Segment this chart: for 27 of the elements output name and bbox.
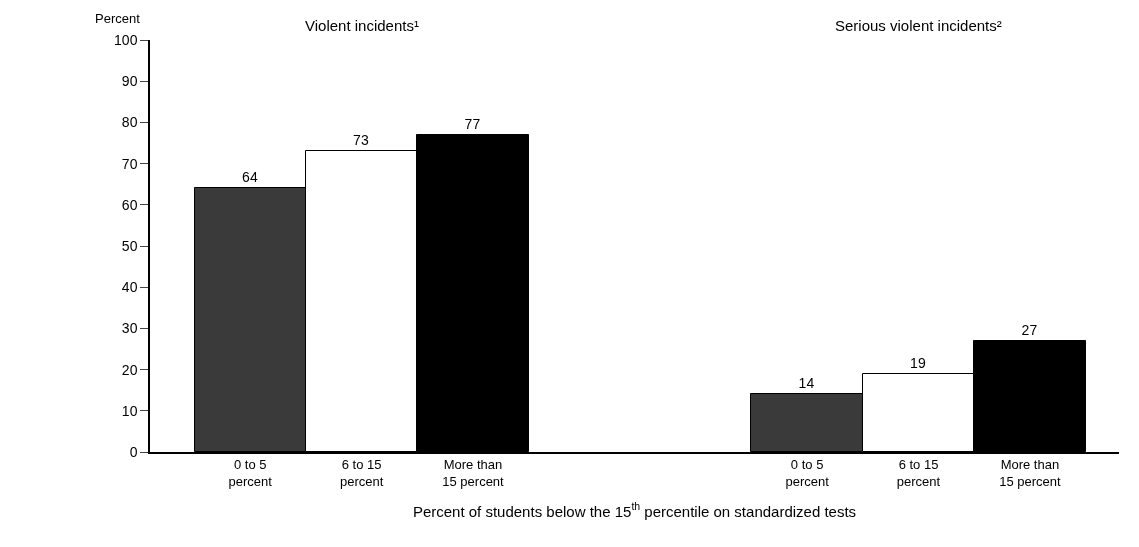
- data-label: 77: [464, 115, 481, 132]
- y-tick-label: 70: [121, 155, 138, 172]
- y-tick-label: 50: [121, 237, 138, 254]
- x-tick-label: 0 to 5 percent: [785, 457, 830, 490]
- x-tick-label: 0 to 5 percent: [228, 457, 273, 490]
- y-tick-label: 90: [121, 73, 138, 90]
- text: Serious violent incidents²: [835, 17, 1002, 34]
- y-tick-label: 60: [121, 196, 138, 213]
- y-tick-label: 30: [121, 320, 138, 337]
- x-axis-title: Percent of students below the 15$^{th}$ percentile on standardized tests: [412, 500, 857, 520]
- y-tick-label: 40: [121, 279, 138, 296]
- x-tick-label: More than 15 percent: [999, 457, 1061, 490]
- y-tick-label: 0: [129, 443, 138, 460]
- x-tick-label: More than 15 percent: [442, 457, 505, 490]
- data-label: 14: [798, 374, 815, 391]
- y-tick-label: 80: [121, 114, 138, 131]
- text: Violent incidents¹: [305, 17, 419, 34]
- x-tick-label: 6 to 15 percent: [896, 457, 941, 490]
- y-tick-label: 100: [114, 31, 138, 48]
- y-tick-label: 10: [121, 402, 138, 419]
- y-axis-title: Percent: [95, 11, 141, 26]
- data-label: 73: [353, 131, 369, 148]
- y-tick-label: 20: [121, 361, 138, 378]
- data-label: 27: [1021, 321, 1038, 338]
- x-tick-label: 6 to 15 percent: [339, 457, 384, 490]
- data-label: 19: [910, 354, 926, 371]
- data-label: 64: [242, 168, 258, 185]
